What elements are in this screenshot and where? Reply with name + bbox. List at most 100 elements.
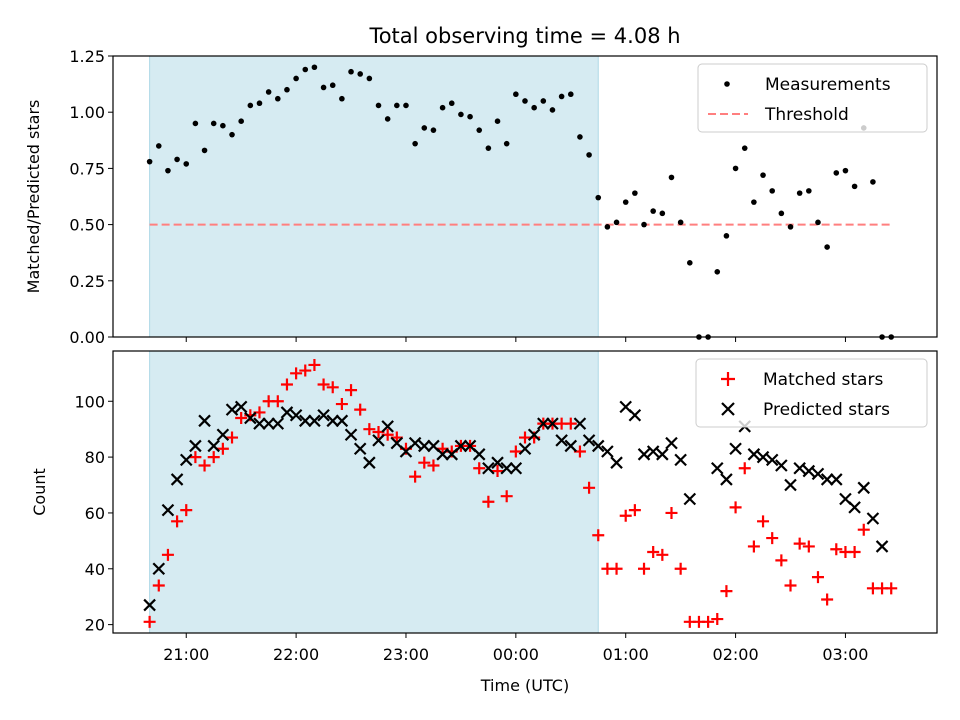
measurement-point	[174, 156, 180, 163]
measurement-point	[311, 64, 318, 71]
measurement-point	[320, 84, 327, 91]
matched-star-point	[198, 459, 211, 472]
y-tick-label: 0.00	[69, 328, 105, 347]
predicted-star-point	[381, 420, 394, 433]
measurement-point	[503, 140, 510, 147]
matched-star-point	[226, 431, 239, 444]
measurement-point	[375, 102, 382, 109]
matched-star-point	[161, 548, 174, 561]
matched-star-point	[848, 546, 861, 559]
x-tick-label: 21:00	[163, 645, 209, 664]
x-axis-label: Time (UTC)	[480, 676, 569, 695]
measurement-point	[247, 102, 254, 109]
measurement-point	[183, 161, 190, 167]
matched-star-point	[757, 515, 770, 528]
predicted-star-point	[253, 417, 266, 430]
predicted-star-point	[866, 512, 880, 525]
measurement-point	[787, 224, 794, 230]
matched-star-point	[363, 423, 376, 436]
matched-star-point	[775, 554, 788, 567]
predicted-star-point	[353, 442, 367, 456]
predicted-star-point	[500, 461, 513, 475]
measurement-point	[668, 174, 675, 181]
predicted-star-point	[601, 445, 614, 458]
measurement-point	[275, 95, 281, 102]
predicted-star-point	[472, 448, 486, 461]
measurement-point	[146, 158, 153, 165]
matched-star-point	[427, 459, 440, 472]
measurement-point	[412, 140, 418, 147]
measurement-point	[476, 127, 483, 133]
predicted-star-point	[537, 417, 550, 430]
predicted-star-point	[179, 453, 193, 467]
top-axes-frame	[112, 55, 938, 338]
matched-star-point	[345, 384, 358, 397]
measurement-point	[229, 131, 235, 138]
matched-star-point	[152, 579, 165, 592]
predicted-star-point	[363, 456, 376, 469]
measurement-point	[302, 66, 309, 73]
y-tick-label: 0.25	[69, 272, 105, 291]
matched-star-point	[702, 615, 715, 628]
measurement-point	[256, 100, 263, 107]
predicted-star-point	[161, 503, 175, 517]
measurement-point	[558, 93, 565, 100]
predicted-star-point	[830, 473, 843, 486]
predicted-star-point	[729, 442, 742, 456]
matched-star-point	[747, 540, 760, 553]
predicted-star-point	[298, 414, 312, 428]
predicted-star-point	[710, 461, 724, 475]
matched-star-point	[619, 509, 632, 522]
y-tick-label: 1.25	[69, 47, 105, 66]
measurement-point	[870, 179, 876, 185]
matched-star-point	[308, 358, 321, 371]
predicted-star-point	[308, 414, 321, 428]
predicted-star-point	[637, 448, 651, 461]
matched-star-point	[143, 615, 156, 628]
predicted-star-point	[765, 453, 779, 467]
predicted-star-point	[207, 439, 220, 453]
observing-window-shade	[149, 350, 599, 634]
predicted-star-point	[170, 473, 184, 486]
top-x-axis	[185, 337, 846, 342]
matched-star-point	[729, 501, 742, 514]
bottom-legend: Matched stars Predicted stars	[695, 358, 928, 428]
measurement-point	[540, 98, 547, 104]
matched-star-point	[180, 504, 193, 517]
predicted-star-point	[747, 448, 761, 461]
matched-star-point	[885, 582, 898, 595]
predicted-star-point	[546, 417, 559, 430]
measurement-point	[824, 244, 830, 250]
predicted-star-point	[143, 598, 156, 612]
y-tick-label: 0.75	[69, 159, 105, 178]
y-tick-label: 1.00	[69, 103, 105, 122]
matched-star-point	[830, 543, 843, 556]
predicted-star-point	[555, 434, 568, 447]
measurement-point	[659, 210, 666, 217]
matched-star-point	[189, 451, 202, 464]
matched-star-point	[500, 490, 513, 503]
matched-star-point	[821, 593, 834, 606]
measurement-point	[238, 118, 244, 124]
matched-star-point	[638, 562, 651, 575]
measurement-point	[403, 102, 409, 109]
predicted-star-point	[756, 450, 770, 464]
measurement-point	[155, 143, 162, 149]
predicted-star-point	[610, 456, 623, 469]
predicted-star-point	[656, 448, 669, 461]
matched-star-point	[216, 442, 229, 455]
matched-star-point	[418, 456, 431, 469]
predicted-star-point	[720, 473, 733, 486]
matched-star-point	[207, 451, 220, 464]
predicted-star-point	[317, 408, 330, 422]
measurement-point	[329, 82, 336, 89]
matched-star-point	[473, 462, 486, 475]
matched-star-point	[674, 562, 687, 575]
predicted-star-point	[408, 436, 422, 450]
measurement-point	[549, 107, 556, 113]
predicted-star-point	[646, 445, 660, 458]
y-tick-label: 0.50	[69, 216, 105, 235]
measurement-point	[778, 210, 785, 217]
measurement-point	[467, 113, 473, 120]
